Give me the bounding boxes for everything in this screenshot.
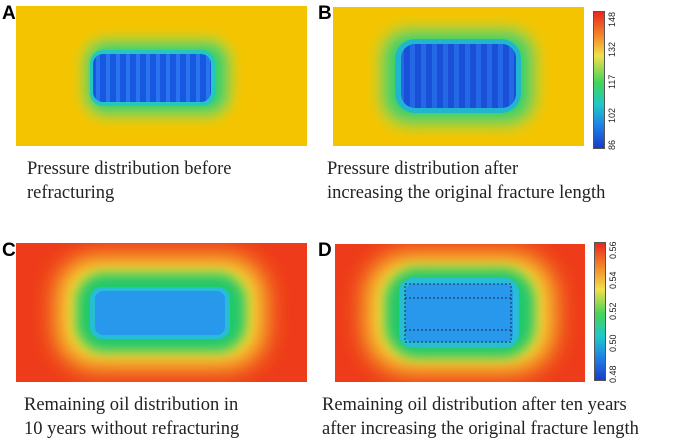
oil-tick-0-48: 0.48	[608, 365, 618, 383]
caption-d-line-2: after increasing the original fracture l…	[322, 419, 639, 439]
caption-d-line-1: Remaining oil distribution after ten yea…	[322, 395, 627, 415]
caption-d: Remaining oil distribution after ten yea…	[322, 393, 639, 441]
oil-tick-0-56: 0.56	[608, 241, 618, 259]
caption-c-line-1: Remaining oil distribution in	[24, 395, 239, 415]
panel-label-d: D	[318, 240, 332, 261]
caption-b-line-1: Pressure distribution after	[327, 159, 519, 179]
pressure-tick-102: 102	[607, 107, 617, 123]
oil-colorbar	[594, 242, 606, 381]
caption-c: Remaining oil distribution in 10 years w…	[24, 393, 239, 441]
caption-a-line-1: Pressure distribution before	[27, 159, 232, 179]
pressure-tick-148: 148	[607, 11, 617, 27]
pressure-map-after	[333, 7, 584, 146]
caption-c-line-2: 10 years without refracturing	[24, 419, 240, 439]
pressure-tick-117: 117	[607, 74, 617, 89]
oil-map-after-increasing-fracture-length	[335, 244, 585, 382]
caption-a-line-2: refracturing	[27, 183, 115, 203]
oil-tick-0-52: 0.52	[608, 302, 618, 320]
caption-a: Pressure distribution before refracturin…	[27, 157, 232, 205]
pressure-colorbar	[593, 11, 605, 149]
pressure-tick-132: 132	[607, 41, 617, 57]
oil-tick-0-50: 0.50	[608, 334, 618, 352]
pressure-map-before	[16, 6, 307, 146]
panel-label-c: C	[2, 240, 16, 261]
oil-map-no-refracturing	[16, 243, 307, 382]
panel-label-b: B	[318, 3, 332, 24]
caption-b-line-2: increasing the original fracture length	[327, 183, 606, 203]
oil-tick-0-54: 0.54	[608, 271, 618, 289]
caption-b: Pressure distribution after increasing t…	[327, 157, 605, 205]
pressure-tick-86: 86	[607, 139, 617, 150]
panel-label-a: A	[2, 3, 16, 24]
